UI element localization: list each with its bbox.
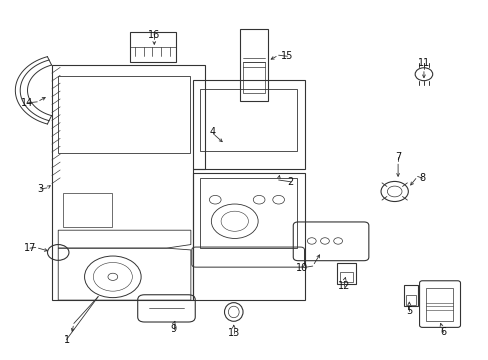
Bar (193, 80, 305, 169)
Bar (63, 193, 112, 226)
Text: 6: 6 (440, 327, 446, 337)
Text: 8: 8 (419, 173, 425, 183)
Text: 10: 10 (295, 263, 307, 273)
Bar (199, 89, 297, 151)
Bar (404, 285, 417, 306)
Text: 9: 9 (170, 324, 177, 334)
Text: 2: 2 (287, 177, 293, 187)
Bar (130, 32, 176, 62)
Text: 11: 11 (417, 58, 429, 68)
Bar (339, 272, 352, 282)
Bar (199, 178, 297, 248)
Bar (242, 62, 264, 93)
Text: 5: 5 (406, 306, 411, 316)
Text: 13: 13 (227, 328, 240, 338)
Bar (336, 263, 355, 284)
Text: 12: 12 (338, 281, 350, 291)
Text: 7: 7 (394, 152, 400, 162)
Text: 16: 16 (148, 30, 160, 40)
Bar (425, 288, 452, 320)
Text: 14: 14 (21, 98, 34, 108)
Bar (58, 76, 189, 153)
Bar (405, 296, 415, 305)
Bar (193, 173, 305, 300)
Text: 3: 3 (38, 184, 43, 194)
Text: 1: 1 (63, 334, 69, 345)
Text: 17: 17 (24, 243, 36, 253)
Bar (239, 30, 267, 101)
Text: 15: 15 (281, 51, 293, 61)
Text: 4: 4 (209, 127, 215, 136)
